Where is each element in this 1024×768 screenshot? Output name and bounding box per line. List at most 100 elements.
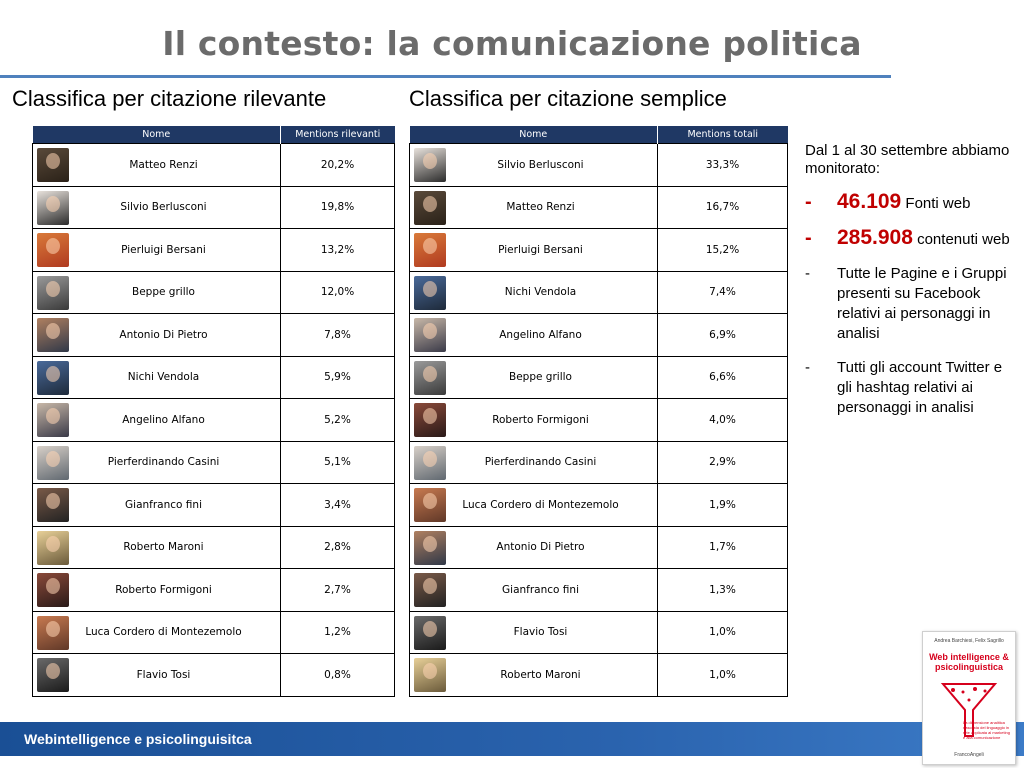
name-cell: Flavio Tosi	[409, 610, 658, 654]
note-item-twitter: - Tutti gli account Twitter e gli hashta…	[805, 358, 1020, 418]
name-cell: Matteo Renzi	[409, 185, 658, 229]
name-cell: Antonio Di Pietro	[409, 525, 658, 569]
table-row: Matteo Renzi 20,2%	[32, 143, 395, 187]
bullet-dash: -	[805, 227, 812, 249]
table-row: Beppe grillo 6,6%	[409, 355, 788, 399]
notes-intro: Dal 1 al 30 settembre abbiamo monitorato…	[805, 142, 1010, 177]
person-name: Antonio Di Pietro	[496, 541, 585, 554]
portrait-photo	[37, 530, 69, 565]
table-row: Silvio Berlusconi 19,8%	[32, 185, 395, 229]
table-row: Antonio Di Pietro 1,7%	[409, 525, 788, 569]
portrait-photo	[414, 190, 446, 225]
portrait-photo	[414, 530, 446, 565]
person-name: Beppe grillo	[132, 286, 195, 299]
table-row: Pierluigi Bersani 13,2%	[32, 228, 395, 272]
mentions-value: 20,2%	[280, 143, 395, 187]
portrait-photo	[37, 658, 69, 692]
mentions-value: 1,2%	[280, 610, 395, 654]
note-item-facebook: - Tutte le Pagine e i Gruppi presenti su…	[805, 264, 1020, 344]
mentions-value: 1,0%	[657, 610, 788, 654]
mentions-value: 1,9%	[657, 483, 788, 527]
person-name: Nichi Vendola	[127, 371, 200, 384]
portrait-photo	[37, 360, 69, 395]
relevant-mentions-table: Nome Mentions rilevanti Matteo Renzi 20,2…	[32, 126, 395, 697]
column-header-name: Nome	[409, 126, 658, 144]
person-name: Beppe grillo	[509, 371, 572, 384]
portrait-photo	[37, 573, 69, 607]
column-header-name: Nome	[32, 126, 281, 144]
table-row: Roberto Formigoni 4,0%	[409, 398, 788, 442]
mentions-value: 2,7%	[280, 568, 395, 612]
person-name: Gianfranco fini	[125, 498, 202, 511]
portrait-photo	[37, 148, 69, 182]
table-row: Roberto Maroni 2,8%	[32, 525, 395, 569]
table-row: Roberto Formigoni 2,7%	[32, 568, 395, 612]
portrait-photo	[414, 360, 446, 395]
book-publisher: FrancoAngeli	[954, 752, 984, 758]
mentions-value: 7,8%	[280, 313, 395, 357]
person-name: Antonio Di Pietro	[119, 328, 208, 341]
table-row: Roberto Maroni 1,0%	[409, 653, 788, 697]
mentions-value: 15,2%	[657, 228, 788, 272]
twitter-note-text: Tutti gli account Twitter e gli hashtag …	[837, 359, 1003, 416]
person-name: Angelino Alfano	[499, 328, 582, 341]
table-row: Gianfranco fini 3,4%	[32, 483, 395, 527]
name-cell: Roberto Formigoni	[32, 568, 281, 612]
portrait-photo	[37, 233, 69, 267]
table-row: Matteo Renzi 16,7%	[409, 185, 788, 229]
mentions-value: 5,1%	[280, 440, 395, 484]
name-cell: Angelino Alfano	[32, 398, 281, 442]
name-cell: Pierluigi Bersani	[32, 228, 281, 272]
mentions-value: 0,8%	[280, 653, 395, 697]
mentions-value: 1,3%	[657, 568, 788, 612]
name-cell: Pierferdinando Casini	[32, 440, 281, 484]
name-cell: Nichi Vendola	[32, 355, 281, 399]
portrait-photo	[37, 445, 69, 480]
mentions-value: 2,8%	[280, 525, 395, 569]
page-title: Il contesto: la comunicazione politica	[162, 24, 862, 63]
table-row: Pierluigi Bersani 15,2%	[409, 228, 788, 272]
note-item-web-sources: - 46.109 Fonti web	[805, 191, 1020, 214]
name-cell: Angelino Alfano	[409, 313, 658, 357]
portrait-photo	[414, 488, 446, 522]
web-contents-count: 285.908	[837, 226, 913, 249]
table-header-row: Nome Mentions rilevanti	[32, 126, 395, 144]
name-cell: Flavio Tosi	[32, 653, 281, 697]
name-cell: Luca Cordero di Montezemolo	[409, 483, 658, 527]
mentions-value: 5,2%	[280, 398, 395, 442]
name-cell: Antonio Di Pietro	[32, 313, 281, 357]
portrait-photo	[37, 403, 69, 437]
funnel-graphic	[940, 683, 998, 737]
person-name: Pierluigi Bersani	[498, 243, 583, 256]
portrait-photo	[414, 403, 446, 437]
person-name: Roberto Maroni	[123, 541, 204, 554]
mentions-value: 4,0%	[657, 398, 788, 442]
total-mentions-table: Nome Mentions totali Silvio Berlusconi 33…	[409, 126, 788, 697]
table-row: Pierferdinando Casini 2,9%	[409, 440, 788, 484]
portrait-photo	[37, 615, 69, 650]
name-cell: Pierferdinando Casini	[409, 440, 658, 484]
right-table-heading: Classifica per citazione semplice	[409, 86, 727, 111]
name-cell: Gianfranco fini	[32, 483, 281, 527]
table-row: Nichi Vendola 7,4%	[409, 270, 788, 314]
table-row: Flavio Tosi 1,0%	[409, 610, 788, 654]
bullet-dash: -	[805, 265, 810, 282]
portrait-photo	[37, 275, 69, 310]
name-cell: Nichi Vendola	[409, 270, 658, 314]
name-cell: Silvio Berlusconi	[409, 143, 658, 187]
portrait-photo	[37, 488, 69, 522]
mentions-value: 7,4%	[657, 270, 788, 314]
name-cell: Pierluigi Bersani	[409, 228, 658, 272]
table-row: Gianfranco fini 1,3%	[409, 568, 788, 612]
book-cover-image: Andrea Barchiesi, Felix Sagrillo Web int…	[922, 631, 1016, 765]
person-name: Flavio Tosi	[513, 626, 568, 639]
mentions-value: 6,9%	[657, 313, 788, 357]
name-cell: Silvio Berlusconi	[32, 185, 281, 229]
book-subtitle: La dimensione analitica nascosta del lin…	[963, 720, 1010, 740]
book-authors: Andrea Barchiesi, Felix Sagrillo	[934, 638, 1004, 644]
mentions-value: 1,7%	[657, 525, 788, 569]
person-name: Pierferdinando Casini	[107, 456, 220, 469]
person-name: Silvio Berlusconi	[497, 158, 584, 171]
table-header-row: Nome Mentions totali	[409, 126, 788, 144]
person-name: Luca Cordero di Montezemolo	[85, 626, 242, 639]
